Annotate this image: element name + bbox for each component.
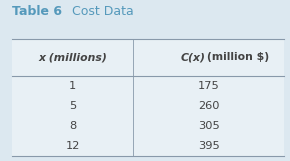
Text: Table 6: Table 6 — [12, 5, 61, 18]
Text: (million $): (million $) — [207, 52, 269, 62]
Text: 305: 305 — [198, 121, 220, 131]
Text: x (millions): x (millions) — [38, 52, 107, 62]
Text: 395: 395 — [198, 141, 220, 151]
Text: 175: 175 — [198, 81, 220, 91]
Text: 5: 5 — [69, 101, 76, 111]
Text: C(x): C(x) — [181, 52, 206, 62]
Text: 12: 12 — [65, 141, 80, 151]
Text: 260: 260 — [198, 101, 220, 111]
Bar — [12, 39, 284, 156]
Text: 1: 1 — [69, 81, 76, 91]
Text: Cost Data: Cost Data — [64, 5, 134, 18]
Text: 8: 8 — [69, 121, 76, 131]
